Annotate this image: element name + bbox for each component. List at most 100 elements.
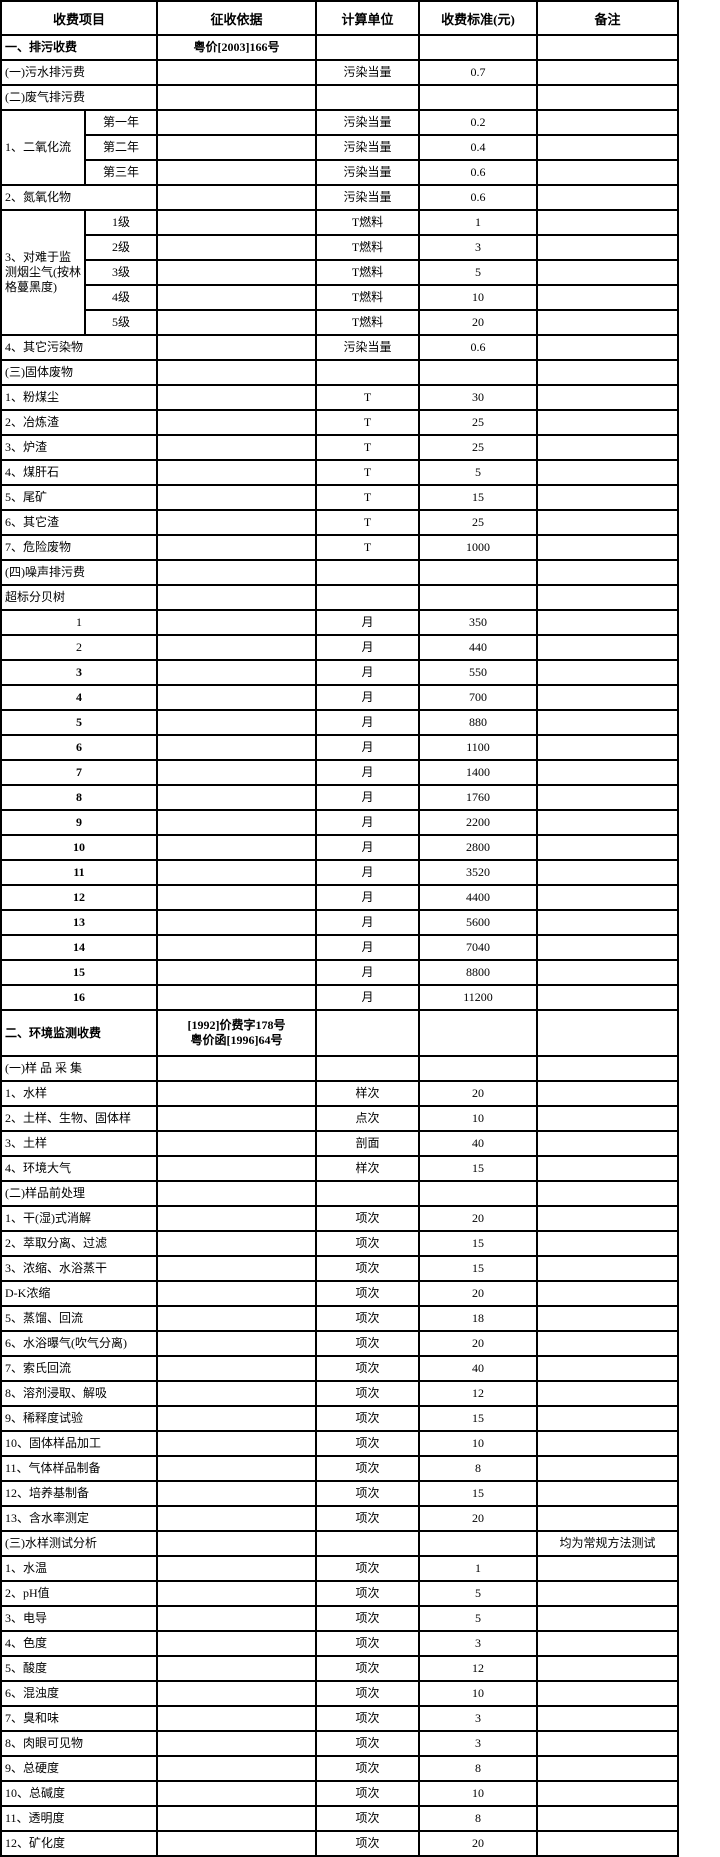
- standard-cell: 0.6: [418, 334, 539, 361]
- standard-cell: 440: [418, 634, 539, 661]
- remark-cell: [536, 509, 680, 536]
- item-cell: 4、煤肝石: [0, 459, 159, 486]
- table-row: 3 月 550: [0, 659, 680, 686]
- remark-cell: [536, 409, 680, 436]
- basis-cell: [156, 709, 318, 736]
- standard-cell: 350: [418, 609, 539, 636]
- item-cell: 7、危险废物: [0, 534, 159, 561]
- remark-cell: [536, 634, 680, 661]
- basis-cell: [156, 1780, 318, 1807]
- basis-cell: [156, 259, 318, 286]
- basis-cell: [156, 1830, 318, 1857]
- basis-cell: [156, 1630, 318, 1657]
- basis-cell: [156, 234, 318, 261]
- remark-cell: [536, 1655, 680, 1682]
- table-row: 5、酸度 项次 12: [0, 1655, 680, 1682]
- standard-cell: 20: [418, 309, 539, 336]
- standard-cell: 0.6: [418, 159, 539, 186]
- item-group-cell: 3、对难于监测烟尘气(按林格蔓黑度): [0, 209, 86, 336]
- col-header-item: 收费项目: [0, 0, 159, 36]
- standard-cell: 8: [418, 1755, 539, 1782]
- standard-cell: 40: [418, 1355, 539, 1382]
- basis-cell: [156, 434, 318, 461]
- table-row: 6、混浊度 项次 10: [0, 1680, 680, 1707]
- remark-cell: [536, 834, 680, 861]
- table-row: 2、氮氧化物 污染当量 0.6: [0, 184, 680, 211]
- unit-cell: [315, 359, 421, 386]
- unit-cell: T: [315, 434, 421, 461]
- basis-cell: [156, 1280, 318, 1307]
- unit-cell: 项次: [315, 1780, 421, 1807]
- unit-cell: 项次: [315, 1555, 421, 1582]
- table-row: 2级 T燃料 3: [1, 234, 680, 261]
- standard-cell: 1: [418, 1555, 539, 1582]
- table-row: 4、煤肝石 T 5: [0, 459, 680, 486]
- unit-cell: 月: [315, 734, 421, 761]
- basis-cell: [156, 1430, 318, 1457]
- standard-cell: 3: [418, 1730, 539, 1757]
- standard-cell: [418, 359, 539, 386]
- unit-cell: 污染当量: [315, 109, 421, 136]
- header-row: 收费项目 征收依据 计算单位 收费标准(元) 备注: [0, 0, 680, 36]
- basis-cell: [156, 459, 318, 486]
- standard-cell: 5600: [418, 909, 539, 936]
- sub-item-cell: 2级: [83, 234, 159, 261]
- col-header-unit: 计算单位: [315, 0, 421, 36]
- sub-item-cell: 5级: [83, 309, 159, 336]
- basis-cell: [156, 934, 318, 961]
- table-row: 6、其它渣 T 25: [0, 509, 680, 536]
- table-row: 6、水浴曝气(吹气分离) 项次 20: [0, 1330, 680, 1357]
- item-cell: 10、固体样品加工: [0, 1430, 159, 1457]
- table-row: 15 月 8800: [0, 959, 680, 986]
- item-cell: 8、肉眼可见物: [0, 1730, 159, 1757]
- table-row: 7、索氏回流 项次 40: [0, 1355, 680, 1382]
- item-cell: 5、酸度: [0, 1655, 159, 1682]
- remark-cell: [536, 59, 680, 86]
- standard-cell: 15: [418, 1155, 539, 1182]
- item-cell: (二)废气排污费: [0, 84, 159, 111]
- unit-cell: 项次: [315, 1505, 421, 1532]
- unit-cell: [315, 1009, 421, 1057]
- unit-cell: T: [315, 459, 421, 486]
- standard-cell: 15: [418, 484, 539, 511]
- standard-cell: 3: [418, 1705, 539, 1732]
- remark-cell: [536, 1430, 680, 1457]
- item-cell: 3、浓缩、水浴蒸干: [0, 1255, 159, 1282]
- standard-cell: 0.6: [418, 184, 539, 211]
- table-row: 第二年 污染当量 0.4: [1, 134, 680, 161]
- table-row: 1 月 350: [0, 609, 680, 636]
- table-row: (四)噪声排污费: [0, 559, 680, 586]
- standard-cell: 10: [418, 1430, 539, 1457]
- unit-cell: [315, 584, 421, 611]
- standard-cell: [418, 34, 539, 61]
- remark-cell: [536, 434, 680, 461]
- item-cell: 8: [0, 784, 159, 811]
- fee-table-body: 一、排污收费 粤价[2003]166号 (一)污水排污费 污染当量 0.7 (二)废气排污…: [0, 34, 680, 1857]
- table-row: 2、pH值 项次 5: [0, 1580, 680, 1607]
- basis-cell: [156, 384, 318, 411]
- standard-cell: [418, 1180, 539, 1207]
- basis-cell: [156, 1505, 318, 1532]
- basis-cell: [156, 1530, 318, 1557]
- table-row: 二、环境监测收费 [1992]价费字178号 粤价函[1996]64号: [0, 1009, 680, 1057]
- basis-cell: [156, 409, 318, 436]
- standard-cell: [418, 84, 539, 111]
- remark-cell: [536, 234, 680, 261]
- unit-cell: 项次: [315, 1430, 421, 1457]
- table-row: 13 月 5600: [0, 909, 680, 936]
- basis-cell: [156, 1555, 318, 1582]
- unit-cell: [315, 34, 421, 61]
- remark-cell: [536, 734, 680, 761]
- basis-cell: [156, 909, 318, 936]
- sub-item-cell: 第二年: [83, 134, 159, 161]
- table-row: 3、电导 项次 5: [0, 1605, 680, 1632]
- standard-cell: 0.2: [418, 109, 539, 136]
- item-cell: 10: [0, 834, 159, 861]
- standard-cell: 550: [418, 659, 539, 686]
- basis-cell: [156, 359, 318, 386]
- table-row: (二)样品前处理: [0, 1180, 680, 1207]
- remark-cell: [536, 659, 680, 686]
- basis-cell: 粤价[2003]166号: [156, 34, 318, 61]
- remark-cell: [536, 359, 680, 386]
- standard-cell: 25: [418, 409, 539, 436]
